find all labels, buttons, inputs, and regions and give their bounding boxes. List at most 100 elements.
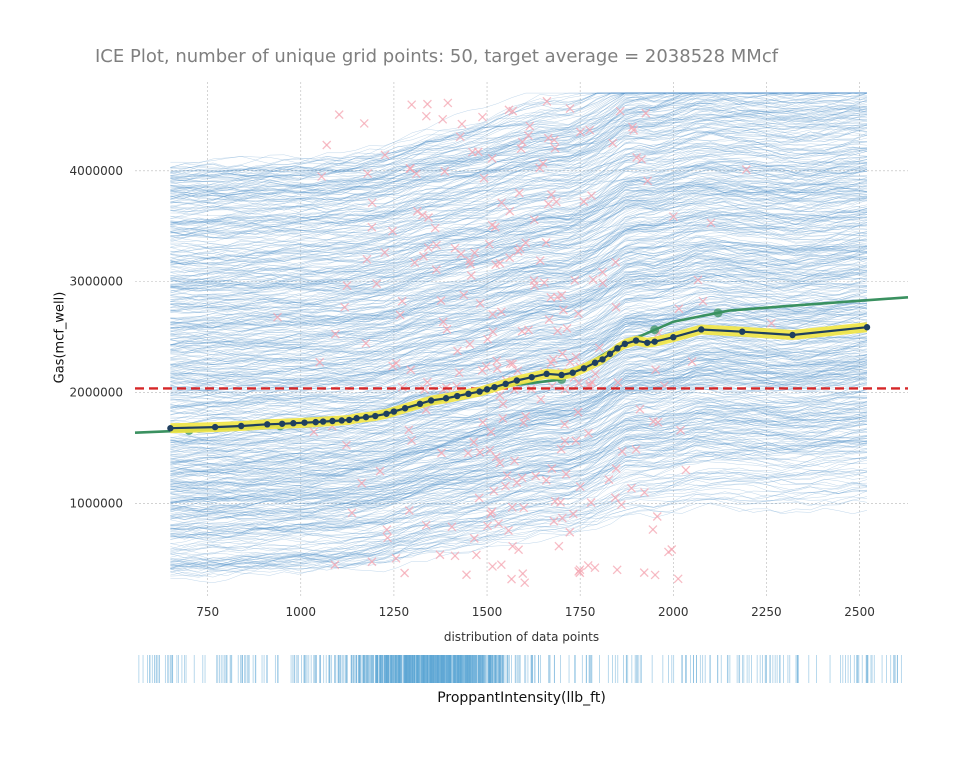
scatter-point xyxy=(560,419,570,429)
scatter-point xyxy=(411,169,421,179)
scatter-point xyxy=(524,325,533,335)
pdp-point xyxy=(670,334,677,341)
scatter-point xyxy=(436,296,446,306)
ice-line xyxy=(170,92,867,230)
scatter-point xyxy=(440,166,450,176)
ice-line xyxy=(170,164,868,228)
ice-line xyxy=(170,348,868,490)
ice-line xyxy=(170,271,868,387)
ice-line xyxy=(170,447,868,538)
ice-line xyxy=(170,392,868,521)
ice-line xyxy=(170,377,868,503)
pdp-point xyxy=(338,417,345,424)
scatter-point xyxy=(706,218,716,228)
ice-line xyxy=(170,313,868,387)
ice-line xyxy=(170,101,868,191)
pdp-point xyxy=(491,383,498,391)
ice-line xyxy=(170,442,868,528)
ice-line xyxy=(170,344,868,470)
ice-line xyxy=(170,110,868,203)
ice-line xyxy=(170,236,868,364)
ice-line xyxy=(170,140,868,226)
ice-line xyxy=(170,470,868,552)
scatter-point xyxy=(363,169,373,178)
scatter-point xyxy=(543,199,553,209)
scatter-point xyxy=(579,197,589,206)
chart-title: ICE Plot, number of unique grid points: … xyxy=(95,46,779,67)
scatter-point xyxy=(543,133,553,143)
scatter-point xyxy=(322,140,332,150)
ice-line xyxy=(170,350,868,435)
ice-line xyxy=(170,440,868,503)
ice-line xyxy=(170,167,868,272)
scatter-point xyxy=(687,357,697,366)
scatter-point xyxy=(648,417,658,426)
ice-line xyxy=(170,282,868,352)
ice-line xyxy=(170,197,868,346)
ice-line xyxy=(170,148,868,213)
ice-line xyxy=(170,190,868,293)
scatter-point xyxy=(404,506,414,515)
scatter-point xyxy=(359,118,369,128)
ice-line xyxy=(170,149,868,281)
ice-line xyxy=(170,196,868,303)
ice-line xyxy=(170,184,868,258)
ice-line xyxy=(170,345,868,427)
scatter-point xyxy=(585,125,595,135)
scatter-point xyxy=(450,551,460,561)
y-tick-label: 3000000 xyxy=(70,275,123,289)
trend-point xyxy=(713,308,723,318)
ice-line xyxy=(170,503,868,576)
ice-line xyxy=(170,307,868,399)
ice-line xyxy=(170,178,868,278)
ice-line xyxy=(170,403,868,501)
ice-line xyxy=(170,467,868,541)
scatter-point xyxy=(483,334,493,344)
ice-line xyxy=(170,443,868,571)
ice-line xyxy=(170,188,868,266)
ice-line xyxy=(170,108,868,216)
scatter-point xyxy=(487,153,497,163)
ice-line xyxy=(170,415,868,488)
ice-line xyxy=(170,212,868,336)
ice-line xyxy=(170,92,867,178)
ice-line xyxy=(170,256,868,351)
ice-line xyxy=(170,313,868,411)
scatter-point xyxy=(497,198,507,208)
ice-line xyxy=(170,92,867,177)
ice-line xyxy=(170,226,868,366)
ice-line xyxy=(170,248,868,352)
ice-line xyxy=(170,142,868,237)
ice-line xyxy=(170,99,868,227)
ice-line xyxy=(170,436,868,530)
ice-line xyxy=(170,359,868,445)
ice-line xyxy=(170,319,868,410)
scatter-point xyxy=(604,475,614,485)
ice-line xyxy=(170,364,868,487)
ice-line xyxy=(170,274,868,418)
ice-line xyxy=(170,479,868,565)
scatter-point xyxy=(494,519,504,529)
ice-line xyxy=(170,303,868,431)
pdp-point xyxy=(644,339,651,346)
pdp-point xyxy=(390,408,398,415)
ice-line xyxy=(170,412,868,476)
scatter-point xyxy=(612,565,622,575)
ice-line xyxy=(170,288,868,384)
ice-line xyxy=(170,365,868,465)
ice-line xyxy=(170,428,868,570)
ice-line xyxy=(170,92,867,226)
scatter-point xyxy=(465,256,474,266)
scatter-point xyxy=(418,210,427,220)
ice-line xyxy=(170,404,868,500)
scatter-point xyxy=(486,427,496,437)
x-tick-label: 750 xyxy=(196,605,219,619)
ice-line xyxy=(170,161,868,236)
ice-line xyxy=(170,224,868,356)
ice-line xyxy=(170,99,868,221)
ice-line xyxy=(170,92,867,224)
scatter-point xyxy=(474,493,484,503)
ice-line xyxy=(170,389,868,472)
scatter-point xyxy=(617,447,627,457)
ice-line xyxy=(170,92,867,191)
